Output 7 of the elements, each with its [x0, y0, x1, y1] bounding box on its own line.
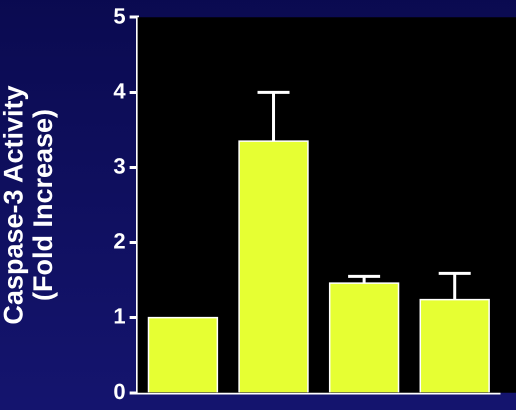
y-tick-label: 2 — [113, 228, 126, 254]
y-tick-label: 4 — [113, 78, 126, 104]
y-tick-label: 3 — [113, 154, 126, 179]
y-tick-label: 0 — [113, 378, 126, 404]
y-tick-label: 1 — [113, 304, 126, 329]
y-tick-label: 5 — [113, 3, 126, 28]
y-axis-title: Caspase-3 Activity (Fold Increase) — [0, 85, 58, 325]
